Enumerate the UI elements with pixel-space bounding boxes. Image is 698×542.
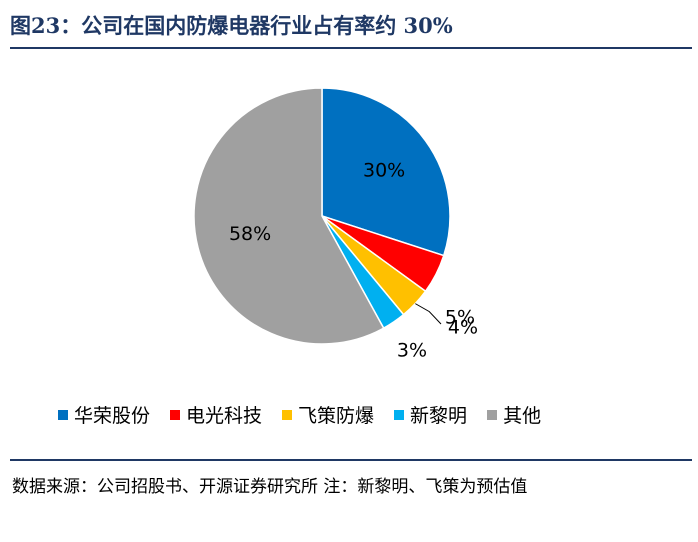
slice-label-3: 3% — [397, 340, 427, 362]
source-note: 数据来源：公司招股书、开源证券研究所 注：新黎明、飞策为预估值 — [12, 477, 528, 497]
legend-item-0: 华荣股份 — [58, 401, 150, 428]
source-divider — [10, 459, 692, 461]
legend-swatch-3 — [394, 409, 405, 420]
slice-label-2: 4% — [448, 317, 478, 339]
pie-slice-4 — [193, 87, 385, 345]
chart-title: 图23：公司在国内防爆电器行业占有率约 30% — [10, 13, 453, 38]
legend-item-2: 飞策防爆 — [282, 401, 374, 428]
pie-chart: 30% 5%4% 3% 58% — [193, 87, 478, 362]
pie-slice-0 — [321, 87, 451, 257]
slice-label-0: 30% — [363, 159, 405, 181]
leader-line-2 — [415, 303, 442, 325]
legend-label-2: 飞策防爆 — [298, 405, 375, 427]
legend-swatch-2 — [282, 409, 293, 420]
legend-swatch-1 — [170, 409, 181, 420]
legend-item-3: 新黎明 — [394, 401, 467, 428]
legend-label-4: 其他 — [503, 405, 542, 427]
slice-label-4: 58% — [229, 223, 271, 245]
chart-legend: 华荣股份 电光科技 飞策防爆 新黎明 其他 — [58, 401, 561, 428]
title-divider — [10, 47, 692, 49]
legend-label-3: 新黎明 — [410, 405, 468, 427]
legend-label-0: 华荣股份 — [74, 405, 151, 427]
legend-swatch-0 — [58, 409, 68, 420]
legend-item-1: 电光科技 — [170, 401, 262, 428]
slice-label-1: 5% — [445, 307, 475, 329]
legend-item-4: 其他 — [487, 401, 541, 428]
legend-swatch-4 — [487, 409, 498, 420]
legend-label-1: 电光科技 — [186, 405, 263, 427]
